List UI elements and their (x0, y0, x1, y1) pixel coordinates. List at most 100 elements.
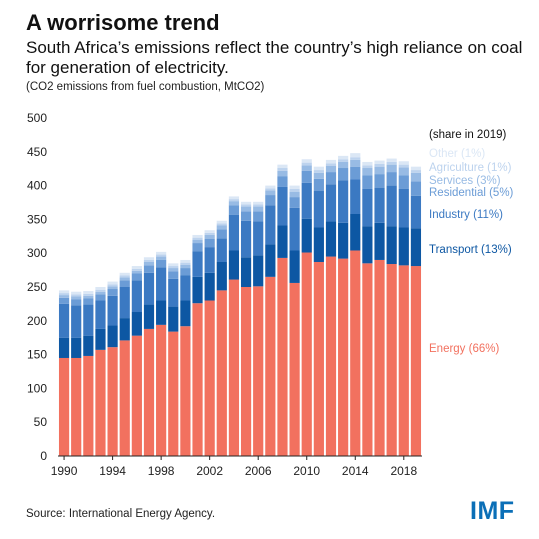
bar-segment-residential (240, 211, 252, 221)
bar-segment-energy (240, 287, 252, 456)
bar-segment-services (192, 239, 203, 244)
bar-segment-agriculture (374, 163, 385, 167)
x-tick-label: 2002 (196, 464, 223, 478)
bar-segment-residential (325, 172, 337, 185)
bar-segment-agriculture (410, 170, 422, 173)
bar-stack (362, 161, 373, 456)
bar-segment-residential (265, 195, 276, 206)
units-note: (CO2 emissions from fuel combustion, MtC… (26, 81, 265, 93)
bar-segment-other (289, 185, 300, 189)
x-tick-label: 2018 (390, 464, 417, 478)
bar-segment-services (180, 264, 191, 269)
bar-segment-energy (374, 259, 385, 456)
bar-segment-energy (119, 340, 130, 456)
bar-segment-residential (83, 298, 94, 305)
bar-segment-services (204, 234, 215, 240)
bar-segment-agriculture (83, 293, 94, 296)
bar-stack (228, 196, 240, 456)
bar-segment-industry (119, 287, 130, 319)
bar-segment-transport (301, 218, 312, 253)
bar-segment-energy (204, 300, 215, 456)
bar-segment-industry (204, 247, 215, 273)
bar-segment-residential (253, 211, 264, 222)
bar-segment-industry (253, 221, 264, 256)
bar-segment-agriculture (156, 254, 167, 257)
bar-segment-industry (107, 295, 118, 326)
y-tick-label: 500 (27, 111, 47, 125)
bar-segment-industry (398, 188, 409, 228)
chart-subtitle: South Africa’s emissions reflect the cou… (26, 38, 523, 77)
bar-segment-residential (338, 168, 349, 181)
y-tick-label: 250 (27, 280, 47, 294)
bar-segment-agriculture (71, 294, 82, 297)
bar-segment-residential (131, 273, 142, 281)
bar-segment-other (325, 159, 337, 164)
bar-segment-agriculture (265, 188, 276, 191)
bar-segment-other (180, 259, 191, 263)
bar-segment-energy (253, 286, 264, 456)
bar-segment-transport (95, 328, 106, 350)
legend-label-services: Services (3%) (429, 175, 501, 187)
bar-segment-transport (180, 300, 191, 327)
bar-segment-transport (131, 312, 142, 336)
bar-segment-other (192, 234, 203, 238)
bar-segment-other (398, 161, 409, 165)
bar-segment-industry (192, 251, 203, 277)
y-tick-label: 150 (27, 348, 47, 362)
legend-label-transport: Transport (13%) (429, 244, 512, 256)
bar-segment-other (71, 291, 82, 295)
bar-segment-transport (362, 226, 373, 264)
bar-segment-residential (119, 280, 130, 287)
bar-segment-other (240, 201, 252, 205)
bar-segment-residential (107, 289, 118, 296)
bar-segment-energy (107, 347, 118, 456)
bar-segment-agriculture (168, 266, 179, 269)
bar-segment-services (386, 164, 397, 173)
bar-segment-energy (58, 357, 70, 456)
bar-segment-services (350, 159, 361, 167)
bar-segment-agriculture (325, 163, 337, 166)
bar-segment-other (131, 266, 142, 269)
bar-segment-transport (338, 222, 349, 259)
bar-segment-other (350, 153, 361, 158)
bar-stack (119, 272, 130, 456)
bar-segment-services (325, 166, 337, 173)
bar-segment-agriculture (362, 165, 373, 169)
bar-segment-services (83, 295, 94, 299)
bar-segment-residential (95, 294, 106, 301)
bar-segment-energy (83, 355, 94, 456)
legend-label-energy: Energy (66%) (429, 343, 499, 355)
bar-segment-other (216, 220, 227, 224)
bar-stack (289, 185, 300, 456)
bar-segment-other (204, 230, 215, 233)
bar-segment-transport (156, 300, 167, 325)
bar-segment-industry (338, 180, 349, 223)
bar-segment-energy (156, 324, 167, 456)
bar-segment-agriculture (398, 164, 409, 168)
bar-segment-other (58, 290, 70, 294)
bar-segment-industry (301, 182, 312, 219)
y-tick-label: 100 (27, 381, 47, 395)
bar-stack (58, 290, 70, 456)
y-tick-label: 0 (40, 449, 47, 463)
bar-stack (240, 201, 252, 456)
bar-segment-industry (265, 205, 276, 245)
bar-stack (410, 166, 422, 456)
bar-segment-energy (192, 303, 203, 456)
bar-segment-industry (168, 278, 179, 307)
y-tick-label: 300 (27, 246, 47, 260)
bar-segment-transport (410, 228, 422, 267)
bar-segment-residential (386, 172, 397, 186)
bar-segment-services (143, 261, 155, 266)
bar-segment-industry (58, 303, 70, 338)
bar-segment-energy (410, 266, 422, 456)
bar-stack (168, 263, 179, 456)
bar-segment-transport (398, 227, 409, 266)
bar-segment-residential (313, 178, 324, 192)
bar-segment-services (338, 161, 349, 169)
y-axis: 0 50 100 150 200 250 300 350 400 450 500 (27, 111, 47, 463)
bar-stack (95, 287, 106, 456)
bar-segment-industry (240, 220, 252, 258)
bar-stack (313, 166, 324, 456)
bar-segment-services (107, 286, 118, 290)
